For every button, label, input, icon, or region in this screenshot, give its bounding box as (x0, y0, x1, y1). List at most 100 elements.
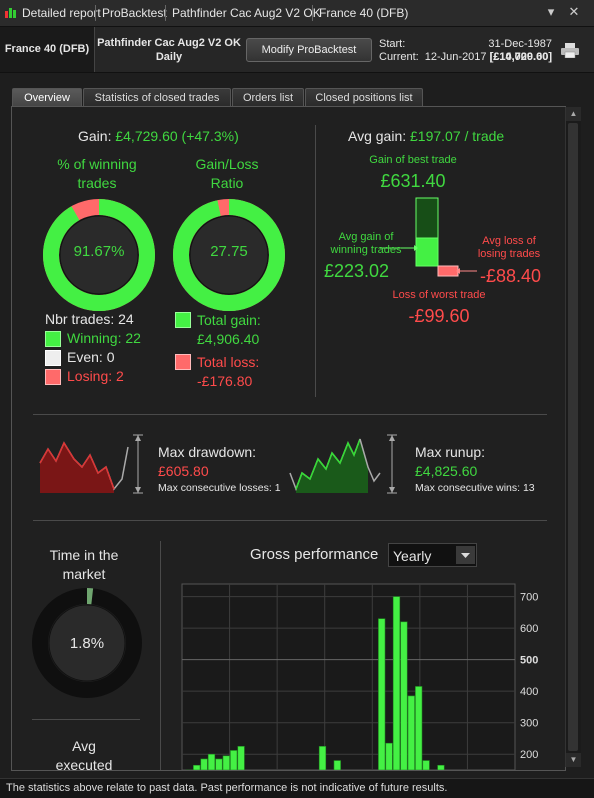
tab-closed-positions[interactable]: Closed positions list (305, 88, 423, 107)
winning-legend-swatch (45, 331, 61, 347)
avg-gain-label: Avg gain: (348, 128, 407, 144)
chart-bar (415, 686, 423, 770)
worst-trade-label: Loss of worst trade (392, 289, 486, 301)
chart-bar (207, 753, 216, 770)
chart-bar (193, 764, 201, 770)
tab-orders-list[interactable]: Orders list (232, 88, 304, 107)
chart-plot-area (181, 583, 516, 770)
gain-value: £4,729.60 (+47.3%) (115, 128, 239, 144)
total-loss-swatch (175, 354, 191, 370)
ratio-value: 27.75 (210, 243, 248, 260)
ratio-donut (173, 199, 285, 311)
modify-probacktest-button[interactable]: Modify ProBacktest (246, 38, 372, 62)
runup-sparkline (289, 434, 397, 494)
winning-trades-title: % of winning trades (57, 156, 137, 191)
runup-value: £4,825.60 (415, 463, 478, 479)
vertical-scrollbar[interactable]: ▲ ▼ (565, 107, 581, 767)
titlebar-item-report: Detailed report (22, 6, 101, 20)
avg-loss-value: -£88.40 (480, 266, 542, 286)
chart-bar (237, 746, 245, 770)
scroll-down-icon[interactable]: ▼ (566, 753, 581, 767)
avg-gain-value: £197.07 / trade (410, 128, 505, 144)
start-label: Start: (379, 38, 406, 50)
winning-donut-win-arc (43, 199, 155, 311)
titlebar-item-instrument: France 40 (DFB) (319, 6, 409, 20)
drawdown-sparkline (39, 434, 143, 494)
chart-y-tick-label: 200 (520, 749, 538, 761)
period-select-value: Yearly (393, 548, 432, 564)
current-date: 12-Jun-2017 (424, 51, 487, 63)
total-loss: Total loss: -£176.80 (197, 354, 260, 389)
period-select[interactable]: Yearly (388, 543, 477, 567)
consecutive-losses: Max consecutive losses: 1 (158, 482, 281, 494)
total-gain-swatch (175, 312, 191, 328)
losing-count: Losing: 2 (67, 368, 124, 384)
time-in-market-value: 1.8% (69, 635, 105, 652)
avg-loss-label: Avg loss of losing trades (477, 235, 541, 260)
start-value: [£10,000.00] (489, 51, 552, 63)
titlebar-item-strategy: Pathfinder Cac Aug2 V2 OK (172, 6, 321, 20)
chart-y-tick-label: 700 (520, 592, 538, 604)
chart-bar (392, 596, 401, 770)
chart-y-tick-label: 300 (520, 718, 538, 730)
start-date: 31-Dec-1987 (488, 38, 552, 50)
minimize-icon[interactable]: ▾ (547, 4, 555, 19)
best-trade-value: £631.40 (380, 171, 446, 191)
strategy-info: Pathfinder Cac Aug2 V2 OK Daily (95, 36, 243, 64)
even-legend-swatch (45, 350, 61, 366)
losing-legend-swatch (45, 369, 61, 385)
gross-performance-label: Gross performance (250, 546, 379, 563)
chart-bar (437, 764, 445, 770)
runup-label: Max runup: (415, 444, 486, 460)
even-count: Even: 0 (67, 349, 115, 365)
drawdown-value: £605.80 (158, 463, 209, 479)
ratio-donut-gain-arc (173, 199, 285, 311)
winning-count: Winning: 22 (67, 330, 141, 346)
winning-pct-value: 91.67% (73, 243, 125, 260)
scroll-up-icon[interactable]: ▲ (566, 107, 581, 121)
close-icon[interactable]: ✕ (568, 4, 580, 19)
print-icon[interactable] (560, 42, 580, 58)
date-summary: Start: 31-Dec-1987 [£10,000.00] Current:… (379, 38, 554, 64)
scroll-thumb[interactable] (568, 123, 578, 751)
time-in-market-arc (32, 588, 142, 698)
avg-win-label: Avg gain of winning trades (330, 231, 402, 256)
chart-bar (215, 758, 223, 770)
chevron-down-icon[interactable] (456, 546, 475, 564)
chart-y-tick-label: 500 (520, 655, 538, 667)
avg-win-value: £223.02 (324, 261, 390, 281)
chart-bar (407, 695, 415, 770)
strategy-name: Pathfinder Cac Aug2 V2 OK (97, 37, 241, 49)
tab-statistics[interactable]: Statistics of closed trades (83, 88, 231, 107)
chart-bar (200, 758, 208, 770)
drawdown-label: Max drawdown: (158, 444, 257, 460)
best-trade-label: Gain of best trade (369, 154, 457, 166)
chart-bar (318, 746, 327, 770)
app-logo-icon (5, 8, 16, 18)
instrument-label: France 40 (DFB) (0, 27, 95, 72)
consecutive-wins: Max consecutive wins: 13 (415, 482, 535, 494)
total-gain: Total gain: £4,906.40 (197, 312, 261, 347)
tab-overview[interactable]: Overview (12, 88, 82, 107)
disclaimer-footer: The statistics above relate to past data… (0, 778, 594, 798)
gain-loss-ratio-title: Gain/Loss Ratio (195, 156, 259, 191)
chart-y-tick-label: 400 (520, 686, 538, 698)
timeframe-label: Daily (155, 51, 183, 63)
overview-panel: Gain: £4,729.60 (+47.3%) % of winning tr… (11, 106, 566, 771)
time-in-market-donut (32, 588, 142, 698)
chart-bar (400, 621, 408, 770)
avg-executed-title: Avg executed (55, 738, 113, 771)
chart-bar (222, 755, 230, 770)
nbr-trades: Nbr trades: 24 (45, 311, 134, 327)
gain-summary: Gain: £4,729.60 (+47.3%) (78, 128, 239, 144)
gross-performance-chart: 200 300 400 500 600 700 (181, 583, 538, 770)
worst-trade-value: -£99.60 (408, 306, 470, 326)
time-in-market-title: Time in the market (49, 547, 119, 582)
chart-y-tick-label: 600 (520, 623, 538, 635)
chart-bar (378, 618, 386, 770)
chart-bar (230, 750, 238, 770)
current-value: [£14,729.60] (489, 51, 552, 63)
current-label: Current: (379, 51, 419, 63)
title-bar: Detailed report ProBacktest Pathfinder C… (0, 0, 594, 27)
winning-donut (43, 199, 155, 311)
